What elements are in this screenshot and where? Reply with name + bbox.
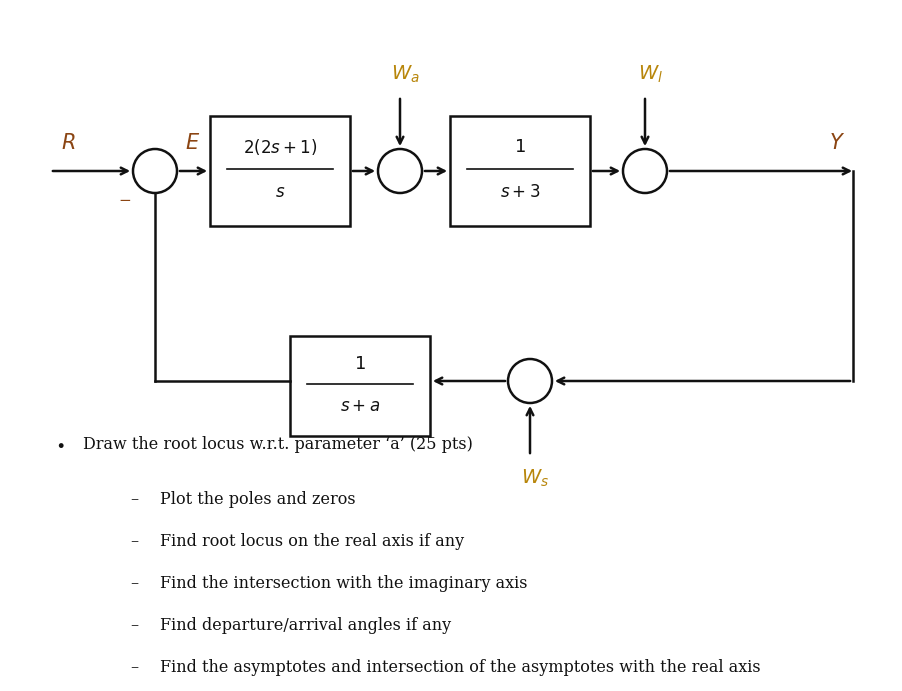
Text: Find departure/arrival angles if any: Find departure/arrival angles if any [160, 617, 451, 634]
Circle shape [508, 359, 551, 403]
Text: –: – [130, 491, 138, 508]
Text: –: – [130, 659, 138, 676]
Text: Find the intersection with the imaginary axis: Find the intersection with the imaginary… [160, 575, 527, 592]
Text: $\bullet$: $\bullet$ [55, 436, 65, 453]
Text: $s+3$: $s+3$ [500, 184, 539, 202]
Text: $W_l$: $W_l$ [637, 64, 662, 85]
Text: $-$: $-$ [118, 192, 132, 206]
Text: $2(2s+1)$: $2(2s+1)$ [243, 137, 317, 157]
Text: –: – [130, 533, 138, 550]
Text: $W_a$: $W_a$ [391, 64, 419, 85]
Bar [210, 116, 350, 226]
Text: Draw the root locus w.r.t. parameter ‘a’ (25 pts): Draw the root locus w.r.t. parameter ‘a’… [83, 436, 473, 453]
Text: $s+a$: $s+a$ [339, 397, 380, 415]
Text: $R$: $R$ [60, 133, 75, 153]
Text: $1$: $1$ [513, 138, 525, 155]
Text: Find the asymptotes and intersection of the asymptotes with the real axis: Find the asymptotes and intersection of … [160, 659, 759, 676]
Text: –: – [130, 575, 138, 592]
Bar [449, 116, 589, 226]
Bar [290, 336, 429, 436]
Text: $Y$: $Y$ [828, 133, 844, 153]
Text: Plot the poles and zeros: Plot the poles and zeros [160, 491, 355, 508]
Circle shape [378, 149, 421, 193]
Text: $1$: $1$ [354, 355, 365, 373]
Text: $E$: $E$ [185, 133, 200, 153]
Text: –: – [130, 617, 138, 634]
Circle shape [133, 149, 177, 193]
Text: Find root locus on the real axis if any: Find root locus on the real axis if any [160, 533, 464, 550]
Circle shape [622, 149, 667, 193]
Text: $s$: $s$ [274, 184, 285, 202]
Text: $W_s$: $W_s$ [520, 467, 548, 489]
